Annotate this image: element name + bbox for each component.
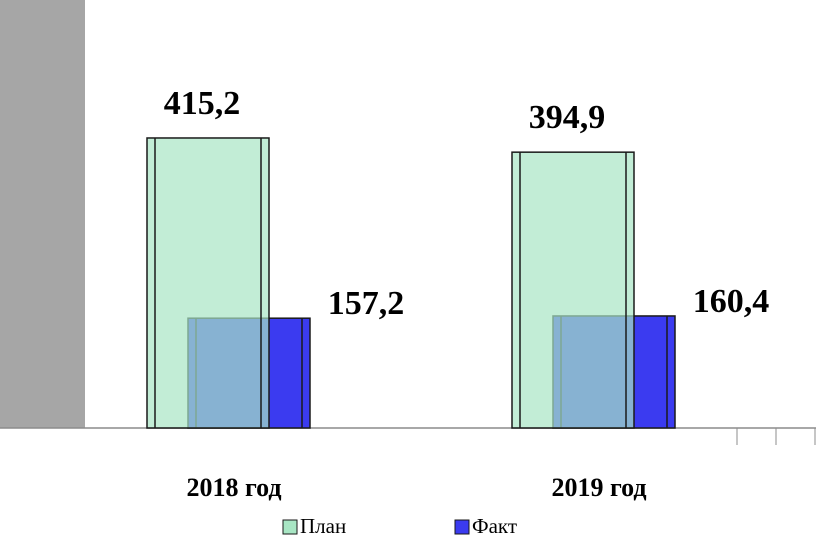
legend-swatch xyxy=(454,519,470,535)
value-label: 160,4 xyxy=(693,283,770,320)
x-tick-label: 2019 год xyxy=(551,473,646,502)
value-label: 157,2 xyxy=(328,285,405,322)
legend-swatch xyxy=(282,519,298,535)
bar xyxy=(511,151,635,429)
value-label: 394,9 xyxy=(529,99,606,136)
x-tick-label: 2018 год xyxy=(186,473,281,502)
legend-label: План xyxy=(300,514,346,538)
legend-label: Факт xyxy=(472,514,517,538)
bar xyxy=(146,137,270,429)
bars xyxy=(146,137,676,429)
labels: 157,2 160,4 415,2 394,9 2018 год 2019 год План… xyxy=(164,85,770,538)
side-wall xyxy=(0,0,85,428)
value-label: 415,2 xyxy=(164,85,241,122)
